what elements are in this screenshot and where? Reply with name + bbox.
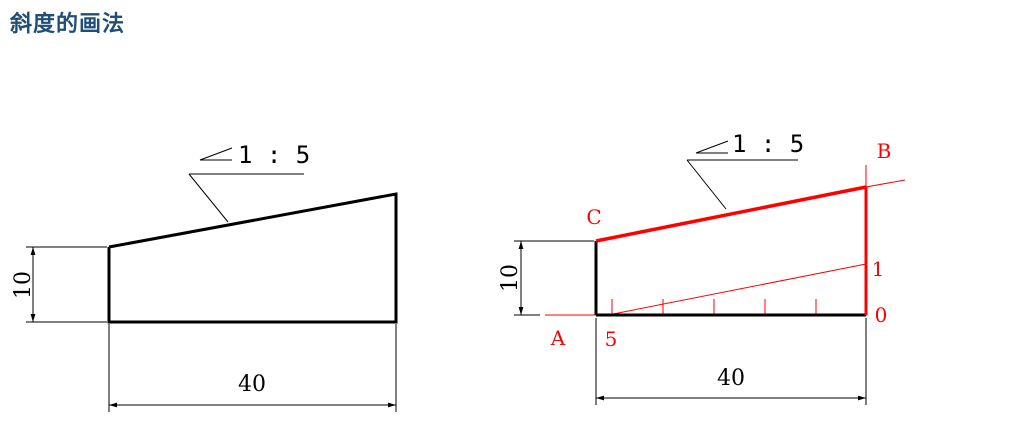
right-figure: 1 : 5 A B C 0 1 5 10 40 [498,130,906,405]
left-slope-label: 1 : 5 [238,141,310,169]
point-c-label: C [586,205,601,229]
page-title: 斜度的画法 [10,12,126,37]
left-figure: 1 : 5 10 40 [11,141,398,412]
left-height-dimension: 10 [11,246,107,323]
left-height-label: 10 [11,271,36,299]
point-b-label: B [877,139,892,163]
right-height-dimension: 10 [498,240,594,316]
left-width-dimension: 40 [108,324,397,412]
left-width-label: 40 [238,372,266,397]
mark-5-label: 5 [605,327,618,351]
parallel-slope-line-extension [865,179,906,188]
left-part-outline [107,192,398,324]
auxiliary-slope-line [607,263,867,316]
right-slope-label: 1 : 5 [732,130,804,158]
mark-1-label: 1 [872,257,885,281]
right-width-dimension: 40 [595,318,867,405]
mark-0-label: 0 [875,303,888,327]
point-a-label: A [550,326,566,350]
unit-tick-marks [611,299,817,315]
left-slope-symbol: 1 : 5 [188,141,310,223]
sloped-edge-cb [595,185,867,243]
right-width-label: 40 [717,366,745,391]
right-height-label: 10 [498,264,523,292]
right-slope-symbol: 1 : 5 [686,130,804,210]
